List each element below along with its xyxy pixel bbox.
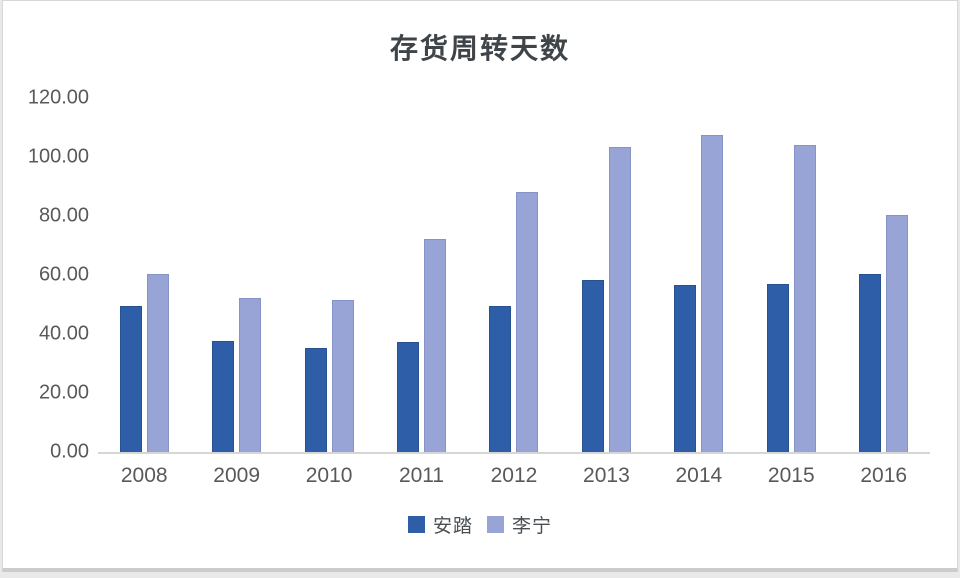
- y-tick-label: 20.00: [38, 381, 89, 404]
- legend-swatch-icon: [407, 516, 425, 533]
- chart-title: 存货周转天数: [389, 33, 570, 64]
- bar-安踏-2011: [397, 341, 420, 452]
- bar-安踏-2010: [304, 347, 327, 452]
- bar-group-2015: 2015: [745, 98, 837, 487]
- bar-安踏-2016: [859, 274, 882, 452]
- y-tick-label: 80.00: [38, 204, 89, 227]
- bar-李宁-2012: [516, 192, 539, 452]
- legend-label: 安踏: [432, 516, 473, 537]
- bar-groups: 2008 2009 2010 2011 2012 2013 2014 2015 2016: [98, 98, 930, 487]
- bar-李宁-2016: [886, 215, 909, 452]
- y-tick-label: 0.00: [50, 440, 89, 463]
- x-axis-label: 2013: [583, 464, 630, 487]
- bar-安踏-2013: [581, 280, 604, 452]
- bar-安踏-2008: [119, 305, 142, 452]
- x-axis-label: 2014: [675, 464, 723, 487]
- bar-安踏-2014: [674, 284, 697, 452]
- bar-group-2010: 2010: [283, 98, 375, 487]
- x-axis-label: 2016: [860, 464, 908, 487]
- bar-group-2009: 2009: [190, 98, 282, 487]
- y-tick-label: 100.00: [27, 145, 89, 168]
- x-axis-label: 2011: [398, 464, 445, 487]
- bar-安踏-2015: [766, 283, 789, 452]
- bar-group-2012: 2012: [468, 98, 560, 487]
- plot-area: 2008 2009 2010 2011 2012 2013 2014 2015 2016: [98, 98, 930, 487]
- bar-李宁-2011: [424, 238, 447, 452]
- legend-label: 李宁: [512, 516, 553, 537]
- bar-李宁-2014: [701, 134, 724, 452]
- bar-李宁-2013: [608, 146, 631, 452]
- legend-item-安踏: 安踏: [407, 511, 473, 538]
- bar-group-2011: 2011: [375, 98, 467, 487]
- x-axis-label: 2009: [213, 464, 261, 487]
- bar-group-2008: 2008: [98, 98, 190, 487]
- bar-安踏-2009: [212, 341, 235, 452]
- bar-李宁-2009: [239, 298, 262, 452]
- y-tick-label: 60.00: [38, 263, 89, 286]
- x-axis-label: 2010: [305, 464, 353, 487]
- x-axis-label: 2012: [490, 464, 538, 487]
- bar-group-2013: 2013: [560, 98, 652, 487]
- legend-swatch-icon: [487, 516, 504, 533]
- y-tick-label: 40.00: [38, 322, 89, 345]
- legend-item-李宁: 李宁: [487, 511, 552, 538]
- bar-group-2016: 2016: [838, 98, 930, 487]
- x-axis-label: 2008: [120, 464, 168, 487]
- bar-group-2014: 2014: [653, 98, 745, 487]
- bar-李宁-2015: [793, 144, 816, 452]
- y-axis: 0.00 20.00 40.00 60.00 80.00 100.00 120.00: [3, 87, 89, 463]
- y-tick-label: 120.00: [27, 86, 89, 109]
- bar-李宁-2008: [146, 274, 169, 452]
- bar-安踏-2012: [489, 306, 512, 452]
- x-axis-label: 2015: [767, 464, 815, 487]
- bar-李宁-2010: [331, 300, 354, 452]
- legend: 安踏 李宁: [3, 511, 957, 538]
